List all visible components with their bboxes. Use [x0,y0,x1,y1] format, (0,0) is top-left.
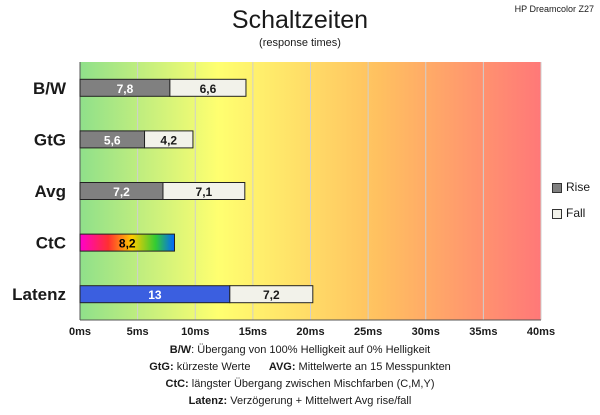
note-latenz-text: Verzögerung + Mittelwert Avg rise/fall [227,395,412,407]
x-tick-label: 20ms [296,326,324,338]
legend-fall-swatch [552,208,562,219]
note-bw: B/W: Übergang von 100% Helligkeit auf 0%… [0,342,600,359]
x-tick-label: 35ms [469,326,497,338]
note-latenz-key: Latenz: [188,395,228,407]
note-avg-key: AVG: [268,361,296,373]
legend-fall: Fall [552,206,585,220]
chart-title: Schaltzeiten [231,6,369,34]
bar-fall-label: 4,2 [160,133,177,147]
bar-fall-label: 7,2 [263,288,280,302]
note-gtg-key: GtG: [149,361,174,373]
x-tick-label: 10ms [181,326,209,338]
note-ctc-key: CtC: [165,378,189,390]
note-avg-text: Mittelwerte an 15 Messpunkten [295,361,451,373]
note-latenz: Latenz: Verzögerung + Mittelwert Avg ris… [0,393,600,410]
category-label: CtC [36,234,66,253]
bar-rise-label: 13 [148,288,162,302]
legend-rise-swatch [552,182,562,193]
note-bw-text: : Übergang von 100% Helligkeit auf 0% He… [191,344,431,356]
x-tick-label: 25ms [354,326,382,338]
bar-rise [79,233,176,252]
bar-rise-label: 8,2 [119,237,136,251]
bar-fall-label: 6,6 [200,82,217,96]
category-label: GtG [34,130,66,149]
note-ctc: CtC: längster Übergang zwischen Mischfar… [0,376,600,393]
x-tick-label: 15ms [239,326,267,338]
bar-fall [144,130,194,149]
notes: B/W: Übergang von 100% Helligkeit auf 0%… [0,342,600,410]
x-tick-label: 30ms [412,326,440,338]
x-tick-label: 5ms [127,326,149,338]
legend-rise: Rise [552,180,590,194]
note-ctc-text: längster Übergang zwischen Mischfarben (… [188,378,435,390]
legend-fall-label: Fall [566,206,586,220]
bar-rise-label: 5,6 [104,133,121,147]
note-gtg-text: kürzeste Werte [173,361,251,373]
category-label: B/W [33,79,67,98]
category-label: Latenz [12,285,66,304]
category-label: Avg [35,182,67,201]
bar-fall-label: 7,1 [196,185,213,199]
bar-rise-label: 7,2 [113,185,130,199]
x-tick-label: 0ms [69,326,91,338]
bar-fall [229,285,314,304]
bar-fall [162,182,246,200]
legend-rise-label: Rise [566,180,591,194]
model-label: HP Dreamcolor Z27 [514,4,594,14]
chart-subtitle: (response times) [259,37,341,49]
x-tick-label: 40ms [527,326,555,338]
note-bw-key: B/W [169,344,192,356]
bar-rise-label: 7,8 [117,82,134,96]
bar-fall [169,78,247,97]
note-gtg-avg: GtG: kürzeste Werte AVG: Mittelwerte an … [0,359,600,376]
